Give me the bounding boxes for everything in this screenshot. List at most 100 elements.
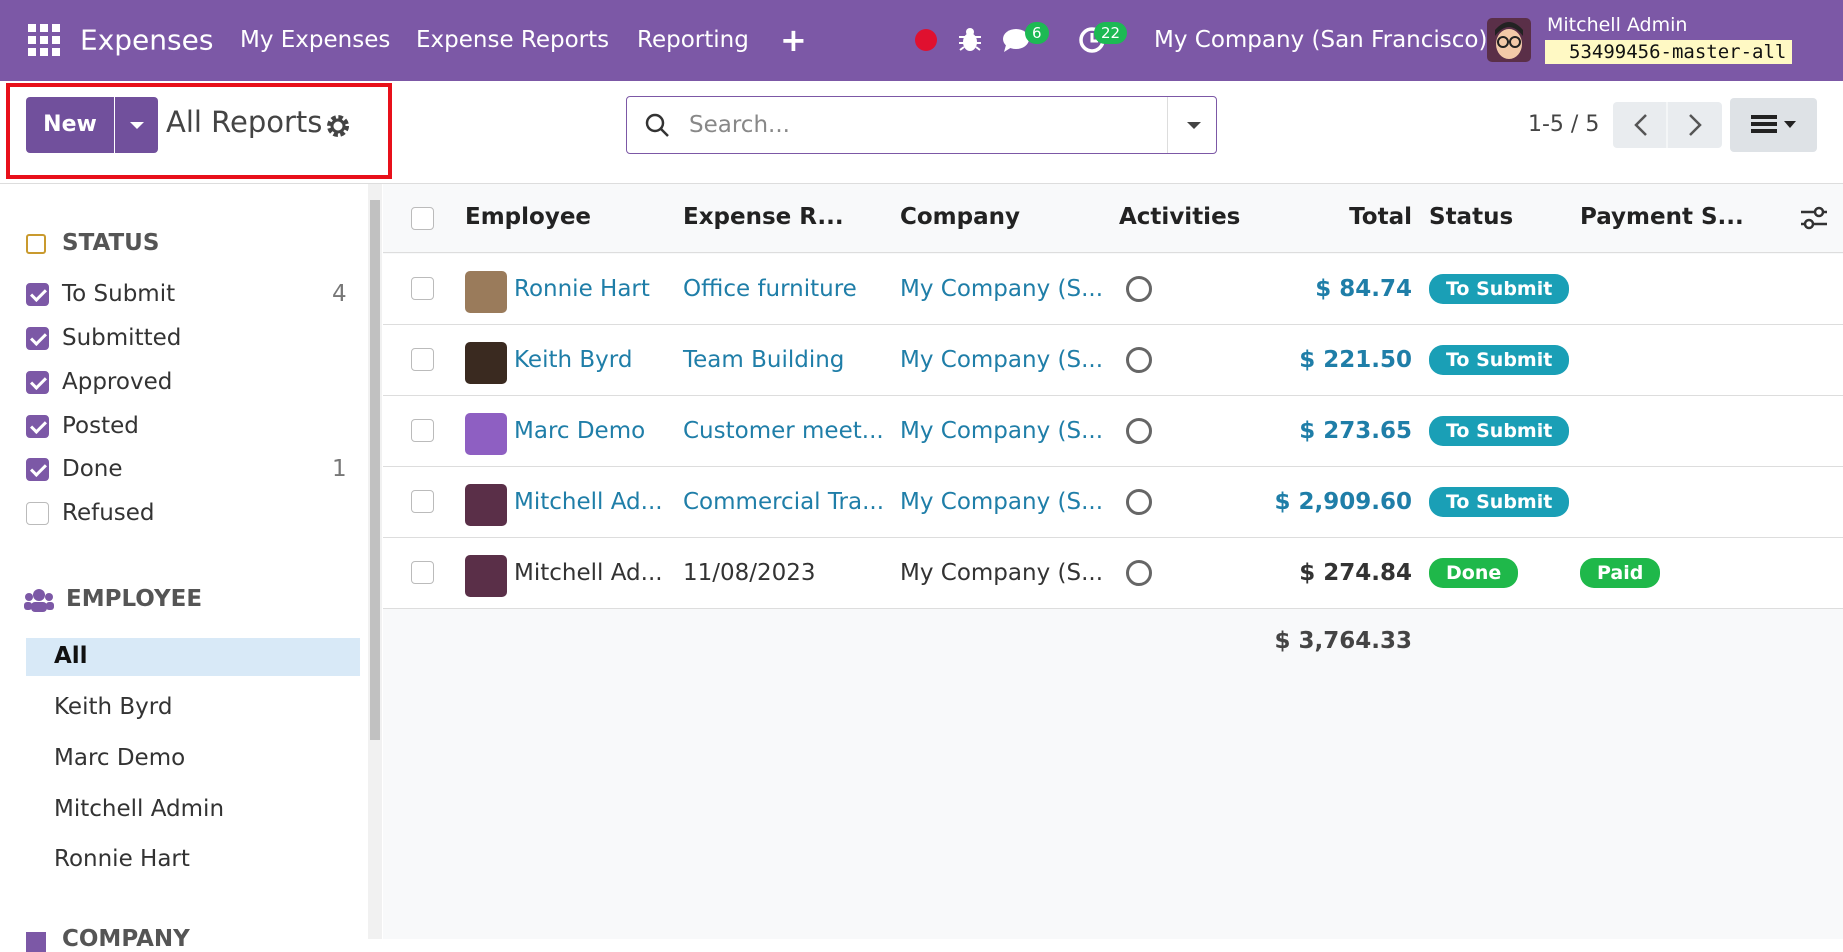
status-filter[interactable]: Approved — [62, 369, 173, 395]
status-filter[interactable]: Submitted — [62, 325, 182, 351]
table-row[interactable]: Keith Byrd Team Building My Company (S... $… — [383, 325, 1843, 396]
company[interactable]: My Company (S... — [900, 489, 1104, 515]
status-filter[interactable]: Done — [62, 456, 123, 482]
status-badge: To Submit — [1429, 345, 1570, 375]
table-row[interactable]: Ronnie Hart Office furniture My Company (S… — [383, 254, 1843, 325]
status-badge: To Submit — [1429, 274, 1570, 304]
status-badge: To Submit — [1429, 487, 1570, 517]
app-name[interactable]: Expenses — [80, 23, 214, 57]
employee-filter[interactable]: Ronnie Hart — [54, 846, 190, 872]
total: $ 273.65 — [1299, 418, 1412, 444]
filter-count: 1 — [332, 456, 347, 482]
company-switch[interactable]: My Company (San Francisco) — [1154, 27, 1488, 53]
column-header[interactable]: Activities — [1119, 204, 1241, 230]
company[interactable]: My Company (S... — [900, 276, 1104, 302]
new-dropdown[interactable] — [115, 97, 158, 153]
employee[interactable]: Keith Byrd — [514, 347, 633, 373]
employee[interactable]: Mitchell Ad... — [514, 489, 663, 515]
activity-icon[interactable] — [1126, 347, 1152, 373]
menu-item[interactable]: Expense Reports — [416, 27, 610, 53]
status-title: STATUS — [62, 230, 160, 256]
column-header[interactable]: Payment S... — [1580, 204, 1744, 230]
record-dot[interactable] — [915, 29, 937, 51]
sidebar: STATUS To Submit 4 Submitted Approved Posted D… — [0, 184, 368, 952]
avatar — [465, 271, 507, 313]
employee-filter[interactable]: Mitchell Admin — [54, 796, 225, 822]
employee[interactable]: Mitchell Ad... — [514, 560, 663, 586]
column-header[interactable]: Company — [900, 204, 1020, 230]
new-button[interactable]: New — [26, 97, 114, 153]
view-switcher[interactable] — [1730, 98, 1817, 152]
search-box[interactable]: Search... — [626, 96, 1217, 154]
selected-bg — [26, 638, 360, 676]
checkbox[interactable] — [411, 348, 434, 371]
company[interactable]: My Company (S... — [900, 347, 1104, 373]
checkbox[interactable] — [26, 458, 49, 481]
activity-icon[interactable] — [1126, 560, 1152, 586]
status-filter[interactable]: Refused — [62, 500, 155, 526]
employee[interactable]: Marc Demo — [514, 418, 646, 444]
company[interactable]: My Company (S... — [900, 418, 1104, 444]
menu-item[interactable]: Reporting — [637, 27, 749, 53]
total: $ 274.84 — [1299, 560, 1412, 586]
database-label: 53499456-master-all — [1545, 40, 1793, 64]
avatar — [465, 555, 507, 597]
employee-filter[interactable]: Marc Demo — [54, 745, 186, 771]
pager-buttons[interactable] — [1613, 102, 1722, 148]
company-icon — [26, 932, 46, 952]
header-row — [383, 184, 1843, 253]
status-filter[interactable]: Posted — [62, 413, 139, 439]
grand-total: $ 3,764.33 — [1274, 628, 1412, 654]
checkbox[interactable] — [26, 283, 49, 306]
search-placeholder: Search... — [689, 112, 790, 138]
table-row[interactable]: Mitchell Ad... Commercial Tra... My Compan… — [383, 467, 1843, 538]
apps-icon[interactable] — [28, 24, 60, 56]
checkbox[interactable] — [411, 277, 434, 300]
column-settings[interactable] — [1801, 206, 1827, 230]
employee[interactable]: Ronnie Hart — [514, 276, 650, 302]
checkbox[interactable] — [411, 419, 434, 442]
checkbox[interactable] — [411, 207, 434, 230]
checkbox[interactable] — [26, 502, 49, 525]
user-avatar[interactable] — [1487, 18, 1531, 62]
checkbox[interactable] — [26, 415, 49, 438]
expense-report[interactable]: Office furniture — [683, 276, 857, 302]
avatar — [465, 342, 507, 384]
filter-count: 4 — [332, 281, 347, 307]
checkbox[interactable] — [26, 327, 49, 350]
debug-icon[interactable] — [958, 27, 982, 53]
employee-filter[interactable]: All — [54, 643, 88, 669]
activity-icon[interactable] — [1126, 418, 1152, 444]
expense-report[interactable]: Commercial Tra... — [683, 489, 885, 515]
status-badge: Done — [1429, 558, 1519, 588]
company[interactable]: My Company (S... — [900, 560, 1104, 586]
expense-report[interactable]: 11/08/2023 — [683, 560, 816, 586]
column-header[interactable]: Status — [1429, 204, 1514, 230]
menu-item[interactable]: My Expenses — [240, 27, 391, 53]
table-row[interactable]: Marc Demo Customer meet... My Company (S..… — [383, 396, 1843, 467]
checkbox[interactable] — [26, 371, 49, 394]
column-header[interactable]: Total — [1349, 204, 1412, 230]
status-filter[interactable]: To Submit — [62, 281, 176, 307]
add-menu[interactable]: + — [780, 21, 807, 59]
pager: 1-5 / 5 — [1528, 112, 1600, 137]
employee-filter[interactable]: Keith Byrd — [54, 694, 173, 720]
table-row[interactable]: Mitchell Ad... 11/08/2023 My Company (S...… — [383, 538, 1843, 609]
user-name[interactable]: Mitchell Admin — [1547, 14, 1688, 36]
checkbox[interactable] — [411, 561, 434, 584]
scrollbar — [368, 184, 382, 939]
expense-report[interactable]: Team Building — [683, 347, 845, 373]
column-header[interactable]: Employee — [465, 204, 592, 230]
view-title: All Reports — [166, 105, 323, 139]
activity-icon[interactable] — [1126, 489, 1152, 515]
expense-report[interactable]: Customer meet... — [683, 418, 884, 444]
gear-icon[interactable] — [326, 114, 350, 138]
company-title: COMPANY — [62, 926, 190, 952]
chat-icon[interactable] — [1002, 27, 1034, 53]
activity-icon[interactable] — [1126, 276, 1152, 302]
checkbox[interactable] — [411, 490, 434, 513]
column-header[interactable]: Expense R... — [683, 204, 844, 230]
divider — [0, 183, 1843, 184]
payment-badge: Paid — [1580, 558, 1661, 588]
